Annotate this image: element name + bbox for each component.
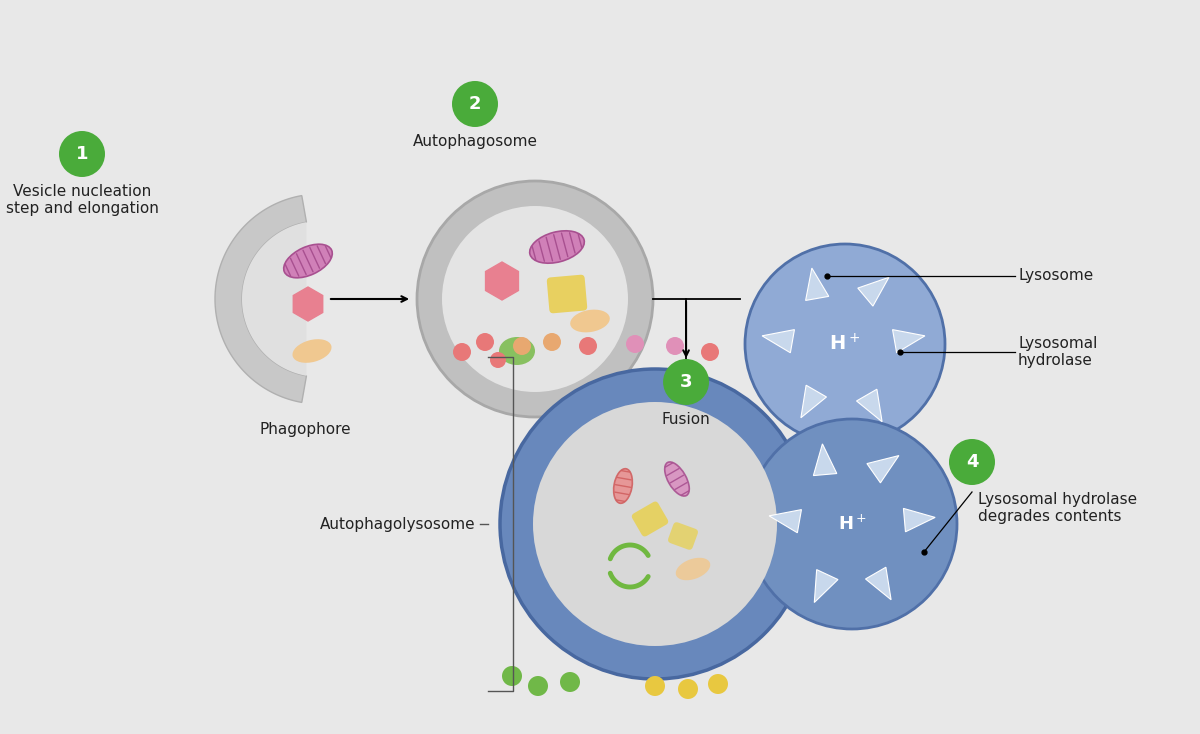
Polygon shape xyxy=(904,509,935,532)
Circle shape xyxy=(490,352,506,368)
Ellipse shape xyxy=(499,337,535,365)
Text: H$^+$: H$^+$ xyxy=(829,333,860,355)
FancyBboxPatch shape xyxy=(631,501,668,537)
Text: 3: 3 xyxy=(680,373,692,391)
Polygon shape xyxy=(866,456,899,483)
Text: 2: 2 xyxy=(469,95,481,113)
Text: H$^+$: H$^+$ xyxy=(838,515,866,534)
Ellipse shape xyxy=(283,244,332,277)
Polygon shape xyxy=(858,277,889,306)
Text: Lysosome: Lysosome xyxy=(1018,269,1093,283)
FancyBboxPatch shape xyxy=(547,275,587,313)
Polygon shape xyxy=(815,570,838,603)
Text: 1: 1 xyxy=(76,145,89,163)
Polygon shape xyxy=(865,567,892,600)
Polygon shape xyxy=(215,195,306,402)
Polygon shape xyxy=(800,385,827,418)
Circle shape xyxy=(949,439,995,485)
Circle shape xyxy=(452,81,498,127)
Text: Lysosomal hydrolase
degrades contents: Lysosomal hydrolase degrades contents xyxy=(978,492,1138,524)
Polygon shape xyxy=(805,268,829,300)
Polygon shape xyxy=(762,330,794,353)
Circle shape xyxy=(646,676,665,696)
Circle shape xyxy=(701,343,719,361)
Circle shape xyxy=(580,337,598,355)
Polygon shape xyxy=(814,444,836,476)
Ellipse shape xyxy=(570,310,610,333)
Text: Autophagolysosome: Autophagolysosome xyxy=(320,517,476,531)
Ellipse shape xyxy=(665,462,689,496)
Polygon shape xyxy=(893,330,925,353)
Polygon shape xyxy=(857,389,882,422)
Circle shape xyxy=(542,333,562,351)
Circle shape xyxy=(514,337,530,355)
Circle shape xyxy=(476,333,494,351)
Text: Phagophore: Phagophore xyxy=(259,422,350,437)
Polygon shape xyxy=(293,287,323,321)
Text: Vesicle nucleation
step and elongation: Vesicle nucleation step and elongation xyxy=(6,184,158,217)
Circle shape xyxy=(746,419,958,629)
Circle shape xyxy=(502,666,522,686)
Circle shape xyxy=(626,335,644,353)
Circle shape xyxy=(418,181,653,417)
Circle shape xyxy=(666,337,684,355)
Circle shape xyxy=(708,674,728,694)
Circle shape xyxy=(454,343,470,361)
Text: Fusion: Fusion xyxy=(661,412,710,427)
Ellipse shape xyxy=(613,469,632,504)
Text: Autophagosome: Autophagosome xyxy=(413,134,538,149)
Polygon shape xyxy=(769,509,802,533)
Circle shape xyxy=(442,206,628,392)
Circle shape xyxy=(59,131,106,177)
Text: 4: 4 xyxy=(966,453,978,471)
Circle shape xyxy=(560,672,580,692)
Text: Lysosomal
hydrolase: Lysosomal hydrolase xyxy=(1018,335,1097,368)
Circle shape xyxy=(533,402,778,646)
Ellipse shape xyxy=(676,558,710,581)
Circle shape xyxy=(678,679,698,699)
Circle shape xyxy=(745,244,946,444)
FancyBboxPatch shape xyxy=(668,522,698,550)
Polygon shape xyxy=(486,262,518,300)
Polygon shape xyxy=(242,222,306,376)
Circle shape xyxy=(664,359,709,405)
Ellipse shape xyxy=(293,339,331,363)
Circle shape xyxy=(528,676,548,696)
Ellipse shape xyxy=(529,230,584,264)
Circle shape xyxy=(500,369,810,679)
